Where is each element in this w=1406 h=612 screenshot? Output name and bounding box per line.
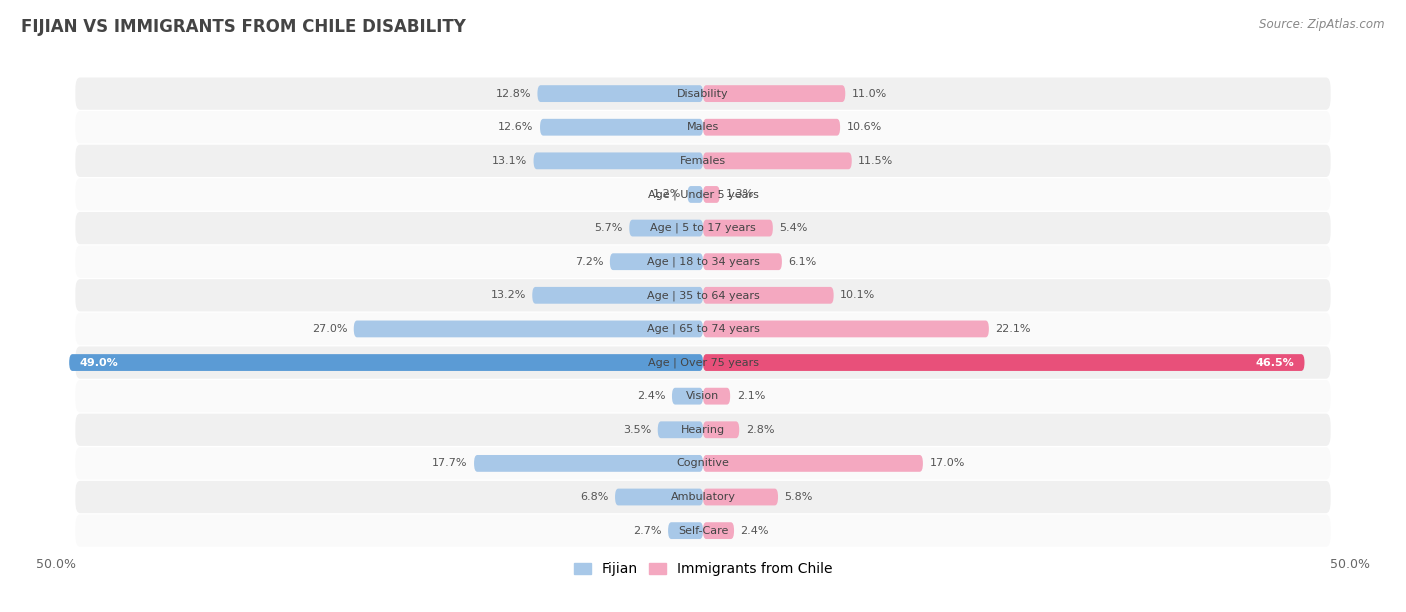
Text: Males: Males [688,122,718,132]
FancyBboxPatch shape [703,488,778,506]
Text: 2.4%: 2.4% [637,391,665,401]
Text: 5.8%: 5.8% [785,492,813,502]
Text: Disability: Disability [678,89,728,99]
Text: Age | 65 to 74 years: Age | 65 to 74 years [647,324,759,334]
FancyBboxPatch shape [610,253,703,270]
FancyBboxPatch shape [76,78,1330,110]
FancyBboxPatch shape [703,522,734,539]
Text: Age | 35 to 64 years: Age | 35 to 64 years [647,290,759,300]
Text: 46.5%: 46.5% [1256,357,1294,368]
FancyBboxPatch shape [354,321,703,337]
FancyBboxPatch shape [76,346,1330,379]
FancyBboxPatch shape [630,220,703,236]
Text: 6.8%: 6.8% [581,492,609,502]
Text: 10.6%: 10.6% [846,122,882,132]
FancyBboxPatch shape [540,119,703,136]
Text: 2.1%: 2.1% [737,391,765,401]
Text: Age | Under 5 years: Age | Under 5 years [648,189,758,200]
FancyBboxPatch shape [703,388,730,405]
FancyBboxPatch shape [76,111,1330,143]
FancyBboxPatch shape [668,522,703,539]
FancyBboxPatch shape [703,253,782,270]
Text: Hearing: Hearing [681,425,725,435]
Text: 17.0%: 17.0% [929,458,965,468]
Text: 5.4%: 5.4% [779,223,807,233]
FancyBboxPatch shape [614,488,703,506]
Text: Age | 18 to 34 years: Age | 18 to 34 years [647,256,759,267]
FancyBboxPatch shape [703,287,834,304]
Text: 10.1%: 10.1% [841,290,876,300]
Text: 12.8%: 12.8% [495,89,531,99]
FancyBboxPatch shape [533,287,703,304]
FancyBboxPatch shape [76,414,1330,446]
Text: 11.0%: 11.0% [852,89,887,99]
FancyBboxPatch shape [76,212,1330,244]
Text: Age | 5 to 17 years: Age | 5 to 17 years [650,223,756,233]
FancyBboxPatch shape [76,515,1330,547]
Text: 3.5%: 3.5% [623,425,651,435]
Text: 27.0%: 27.0% [312,324,347,334]
FancyBboxPatch shape [658,422,703,438]
Text: 1.3%: 1.3% [727,190,755,200]
FancyBboxPatch shape [703,119,841,136]
FancyBboxPatch shape [537,85,703,102]
FancyBboxPatch shape [76,279,1330,312]
FancyBboxPatch shape [474,455,703,472]
Text: 2.4%: 2.4% [741,526,769,536]
FancyBboxPatch shape [703,455,922,472]
Text: 11.5%: 11.5% [858,156,893,166]
Text: 17.7%: 17.7% [432,458,468,468]
Text: 6.1%: 6.1% [789,256,817,267]
FancyBboxPatch shape [76,313,1330,345]
FancyBboxPatch shape [703,354,1305,371]
FancyBboxPatch shape [533,152,703,170]
FancyBboxPatch shape [703,220,773,236]
Legend: Fijian, Immigrants from Chile: Fijian, Immigrants from Chile [568,557,838,582]
FancyBboxPatch shape [76,447,1330,480]
Text: 7.2%: 7.2% [575,256,603,267]
Text: 2.8%: 2.8% [745,425,775,435]
Text: 49.0%: 49.0% [80,357,118,368]
Text: Cognitive: Cognitive [676,458,730,468]
FancyBboxPatch shape [76,380,1330,412]
Text: 12.6%: 12.6% [498,122,533,132]
FancyBboxPatch shape [703,186,720,203]
Text: 22.1%: 22.1% [995,324,1031,334]
FancyBboxPatch shape [76,144,1330,177]
Text: FIJIAN VS IMMIGRANTS FROM CHILE DISABILITY: FIJIAN VS IMMIGRANTS FROM CHILE DISABILI… [21,18,465,36]
FancyBboxPatch shape [703,85,845,102]
FancyBboxPatch shape [703,321,988,337]
Text: Source: ZipAtlas.com: Source: ZipAtlas.com [1260,18,1385,31]
FancyBboxPatch shape [76,245,1330,278]
FancyBboxPatch shape [672,388,703,405]
Text: Age | Over 75 years: Age | Over 75 years [648,357,758,368]
FancyBboxPatch shape [703,152,852,170]
Text: 13.2%: 13.2% [491,290,526,300]
Text: Ambulatory: Ambulatory [671,492,735,502]
FancyBboxPatch shape [69,354,703,371]
Text: Females: Females [681,156,725,166]
Text: 2.7%: 2.7% [633,526,662,536]
Text: 1.2%: 1.2% [652,190,681,200]
FancyBboxPatch shape [703,422,740,438]
Text: 13.1%: 13.1% [492,156,527,166]
FancyBboxPatch shape [76,178,1330,211]
FancyBboxPatch shape [688,186,703,203]
Text: 5.7%: 5.7% [595,223,623,233]
FancyBboxPatch shape [76,481,1330,513]
Text: Self-Care: Self-Care [678,526,728,536]
Text: Vision: Vision [686,391,720,401]
